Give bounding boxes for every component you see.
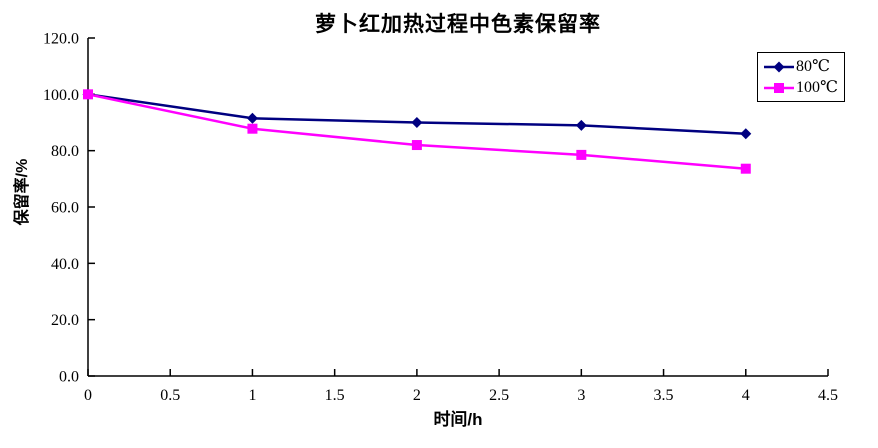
diamond-marker [575,119,587,131]
x-tick-label: 2.5 [489,387,509,404]
y-tick-label: 20.0 [51,312,79,329]
series-100℃ [83,89,751,174]
x-tick-label: 1.5 [325,387,345,404]
x-axis-label: 时间/h [433,410,483,429]
diamond-marker [411,117,423,128]
y-tick-label: 120.0 [43,31,79,48]
x-tick-label: 4.5 [818,387,838,404]
x-tick-label: 3.5 [654,387,674,404]
square-marker [740,163,751,174]
diamond-marker [246,112,258,124]
legend-label-100c: 100℃ [796,78,838,96]
diamond-marker [740,128,752,140]
y-tick-label: 40.0 [51,256,79,273]
x-tick-label: 0.5 [160,387,180,404]
chart-title: 萝卜红加热过程中色素保留率 [315,13,601,36]
x-tick-label: 1 [248,387,256,404]
y-tick-label: 60.0 [51,200,79,217]
square-marker [247,123,258,134]
x-tick-label: 0 [84,387,92,404]
legend-label-80c: 80℃ [796,57,830,75]
legend-item-80c: 80℃ [763,57,839,75]
square-marker [411,140,422,151]
x-tick-label: 3 [577,387,585,404]
square-marker [774,82,784,93]
x-tick-label: 2 [413,387,421,404]
legend-item-100c: 100℃ [763,78,839,96]
y-tick-label: 0.0 [59,369,79,386]
y-tick-label: 80.0 [51,143,79,160]
series-line [87,93,746,170]
square-marker [83,89,93,100]
y-tick-label: 100.0 [43,87,79,104]
diamond-marker [773,61,785,72]
x-tick-label: 4 [742,387,750,404]
y-axis-label: 保留率/% [14,158,31,226]
legend: 80℃ 100℃ [757,52,845,102]
square-marker [576,149,587,160]
line-square-marker-icon [764,82,794,93]
line-diamond-marker-icon [764,61,794,72]
